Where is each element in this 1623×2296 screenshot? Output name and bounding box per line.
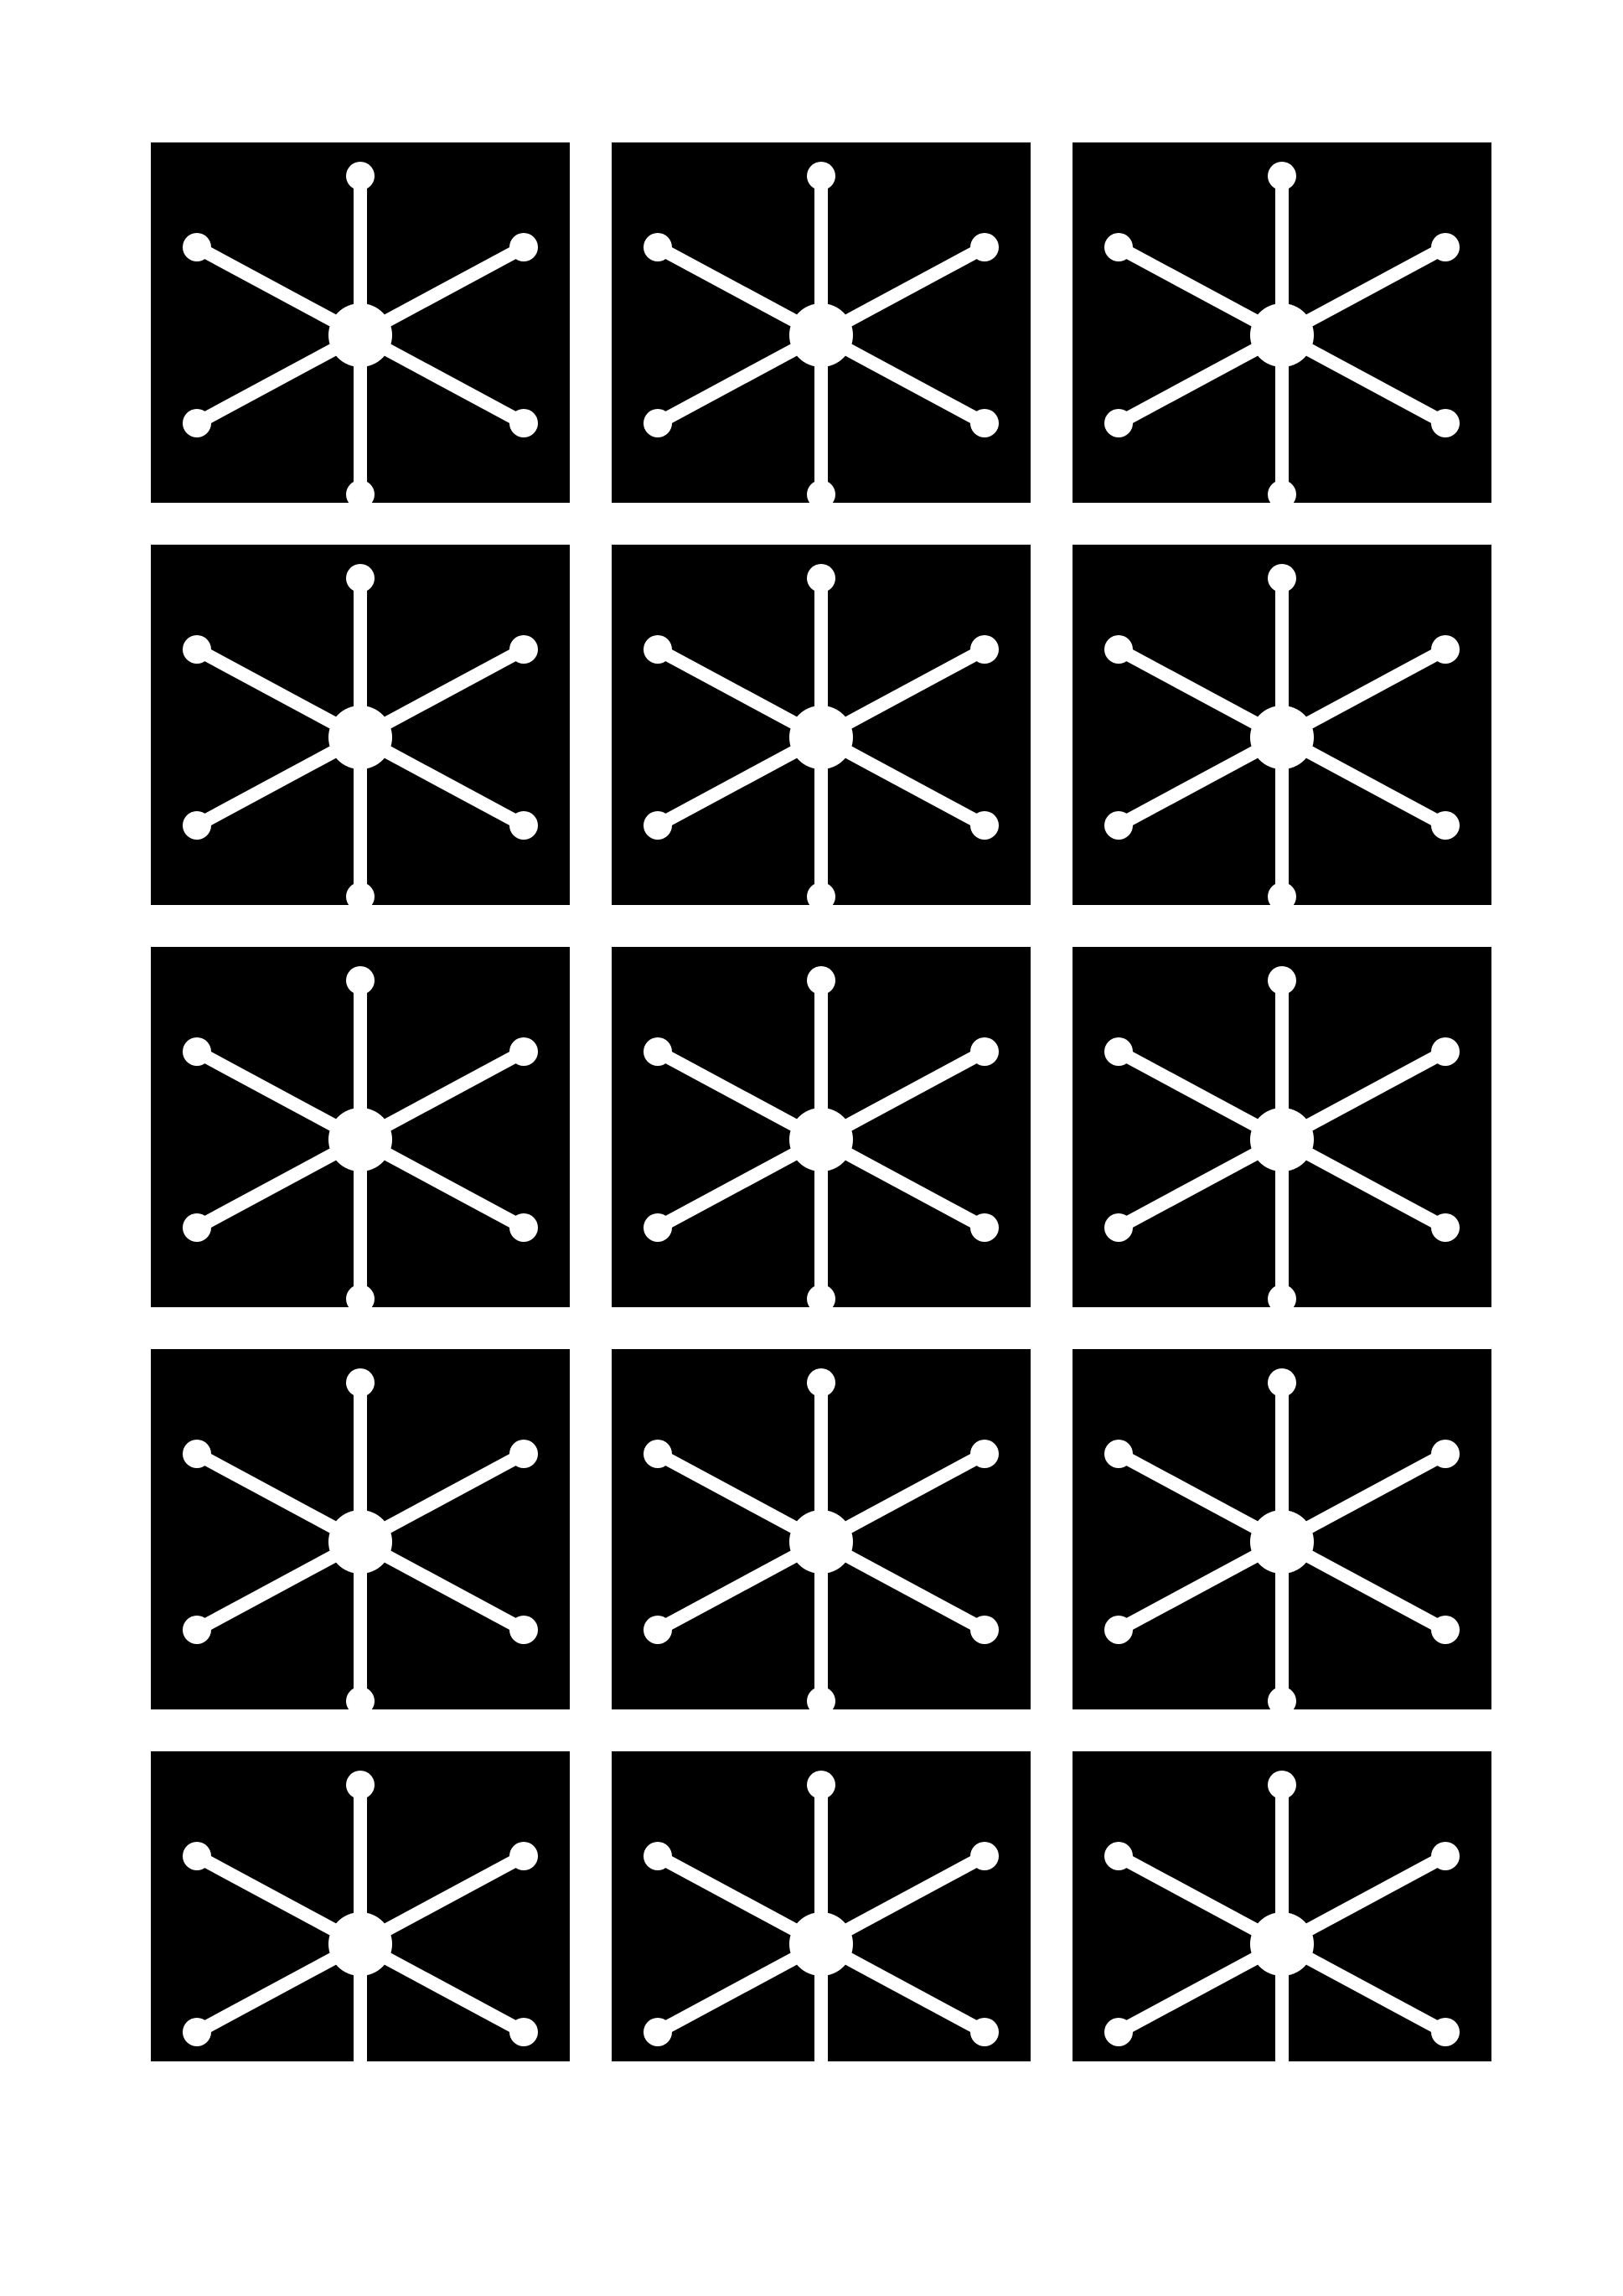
asterisk-tile [612, 947, 1031, 1307]
asterisk-tile [1073, 545, 1491, 905]
asterisk-tile [151, 1349, 570, 1709]
asterisk-icon [612, 545, 1031, 905]
asterisk-tile [612, 1349, 1031, 1709]
asterisk-icon [151, 1349, 570, 1709]
asterisk-tile [612, 142, 1031, 503]
asterisk-icon [1073, 545, 1491, 905]
asterisk-tile [151, 545, 570, 905]
asterisk-tile [151, 1751, 570, 2061]
asterisk-tile [151, 142, 570, 503]
asterisk-icon [1073, 1751, 1491, 2061]
asterisk-tile [612, 1751, 1031, 2061]
asterisk-icon [612, 947, 1031, 1307]
asterisk-icon [151, 947, 570, 1307]
asterisk-icon [151, 545, 570, 905]
asterisk-tile [151, 947, 570, 1307]
tile-grid [151, 142, 1491, 2112]
asterisk-tile [1073, 1751, 1491, 2061]
asterisk-icon [612, 142, 1031, 503]
asterisk-tile [1073, 1349, 1491, 1709]
asterisk-icon [151, 1751, 570, 2061]
asterisk-icon [1073, 142, 1491, 503]
asterisk-icon [612, 1349, 1031, 1709]
asterisk-icon [1073, 1349, 1491, 1709]
asterisk-tile [612, 545, 1031, 905]
page [0, 0, 1623, 2296]
asterisk-icon [151, 142, 570, 503]
asterisk-icon [612, 1751, 1031, 2061]
asterisk-tile [1073, 947, 1491, 1307]
asterisk-tile [1073, 142, 1491, 503]
asterisk-icon [1073, 947, 1491, 1307]
